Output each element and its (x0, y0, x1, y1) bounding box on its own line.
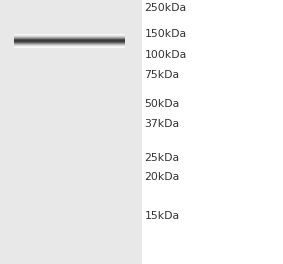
Text: 25kDa: 25kDa (144, 153, 179, 163)
Text: 100kDa: 100kDa (144, 50, 186, 60)
Text: 250kDa: 250kDa (144, 3, 186, 13)
Text: 37kDa: 37kDa (144, 119, 179, 129)
Text: 75kDa: 75kDa (144, 70, 179, 80)
Text: 20kDa: 20kDa (144, 172, 180, 182)
Text: 50kDa: 50kDa (144, 99, 180, 109)
Bar (0, 0, 142, 264)
Text: 150kDa: 150kDa (144, 29, 186, 39)
Text: 15kDa: 15kDa (144, 211, 179, 221)
